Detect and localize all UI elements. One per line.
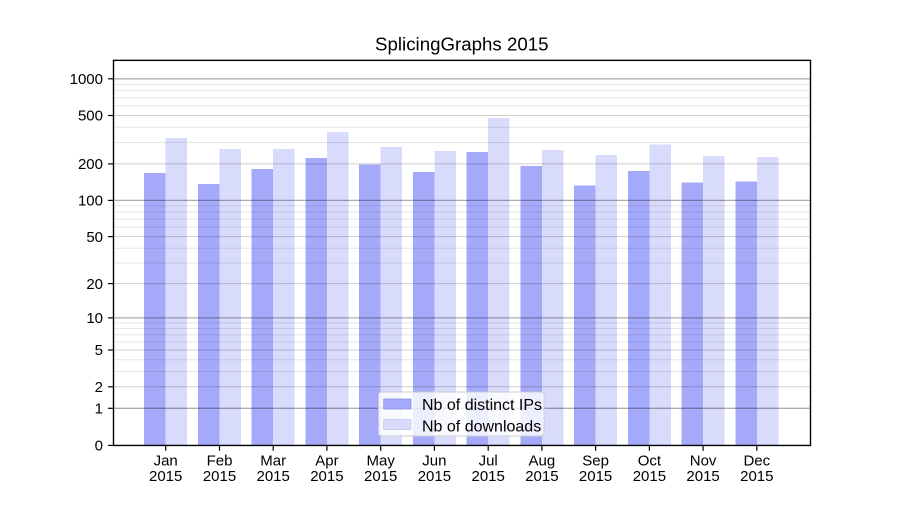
svg-text:Mar: Mar: [260, 452, 286, 469]
svg-text:200: 200: [78, 156, 103, 173]
svg-text:Nb of downloads: Nb of downloads: [422, 418, 541, 435]
svg-text:1: 1: [95, 401, 103, 418]
svg-text:500: 500: [78, 108, 103, 125]
svg-text:Oct: Oct: [638, 452, 662, 469]
svg-text:2015: 2015: [418, 468, 451, 485]
svg-text:2015: 2015: [149, 468, 182, 485]
svg-text:Jan: Jan: [154, 452, 178, 469]
svg-text:2015: 2015: [310, 468, 343, 485]
svg-text:2015: 2015: [203, 468, 236, 485]
svg-text:2015: 2015: [686, 468, 719, 485]
svg-text:2015: 2015: [525, 468, 558, 485]
svg-text:May: May: [367, 452, 396, 469]
svg-text:SplicingGraphs 2015: SplicingGraphs 2015: [375, 34, 549, 55]
svg-text:1000: 1000: [70, 71, 103, 88]
svg-text:10: 10: [86, 310, 103, 327]
svg-text:Jul: Jul: [479, 452, 498, 469]
svg-text:Nov: Nov: [690, 452, 717, 469]
svg-text:Dec: Dec: [743, 452, 770, 469]
svg-text:2015: 2015: [579, 468, 612, 485]
svg-text:0: 0: [95, 438, 103, 455]
svg-text:2: 2: [95, 379, 103, 396]
svg-text:2015: 2015: [472, 468, 505, 485]
svg-text:2015: 2015: [633, 468, 666, 485]
svg-text:2015: 2015: [364, 468, 397, 485]
svg-text:2015: 2015: [740, 468, 773, 485]
svg-text:Apr: Apr: [315, 452, 338, 469]
svg-text:Sep: Sep: [582, 452, 609, 469]
svg-text:5: 5: [95, 342, 103, 359]
svg-text:Nb of distinct IPs: Nb of distinct IPs: [422, 397, 542, 414]
svg-text:2015: 2015: [257, 468, 290, 485]
svg-text:50: 50: [86, 229, 103, 246]
svg-text:Jun: Jun: [422, 452, 446, 469]
svg-text:20: 20: [86, 276, 103, 293]
svg-text:Aug: Aug: [529, 452, 556, 469]
svg-text:100: 100: [78, 193, 103, 210]
svg-text:Feb: Feb: [207, 452, 233, 469]
